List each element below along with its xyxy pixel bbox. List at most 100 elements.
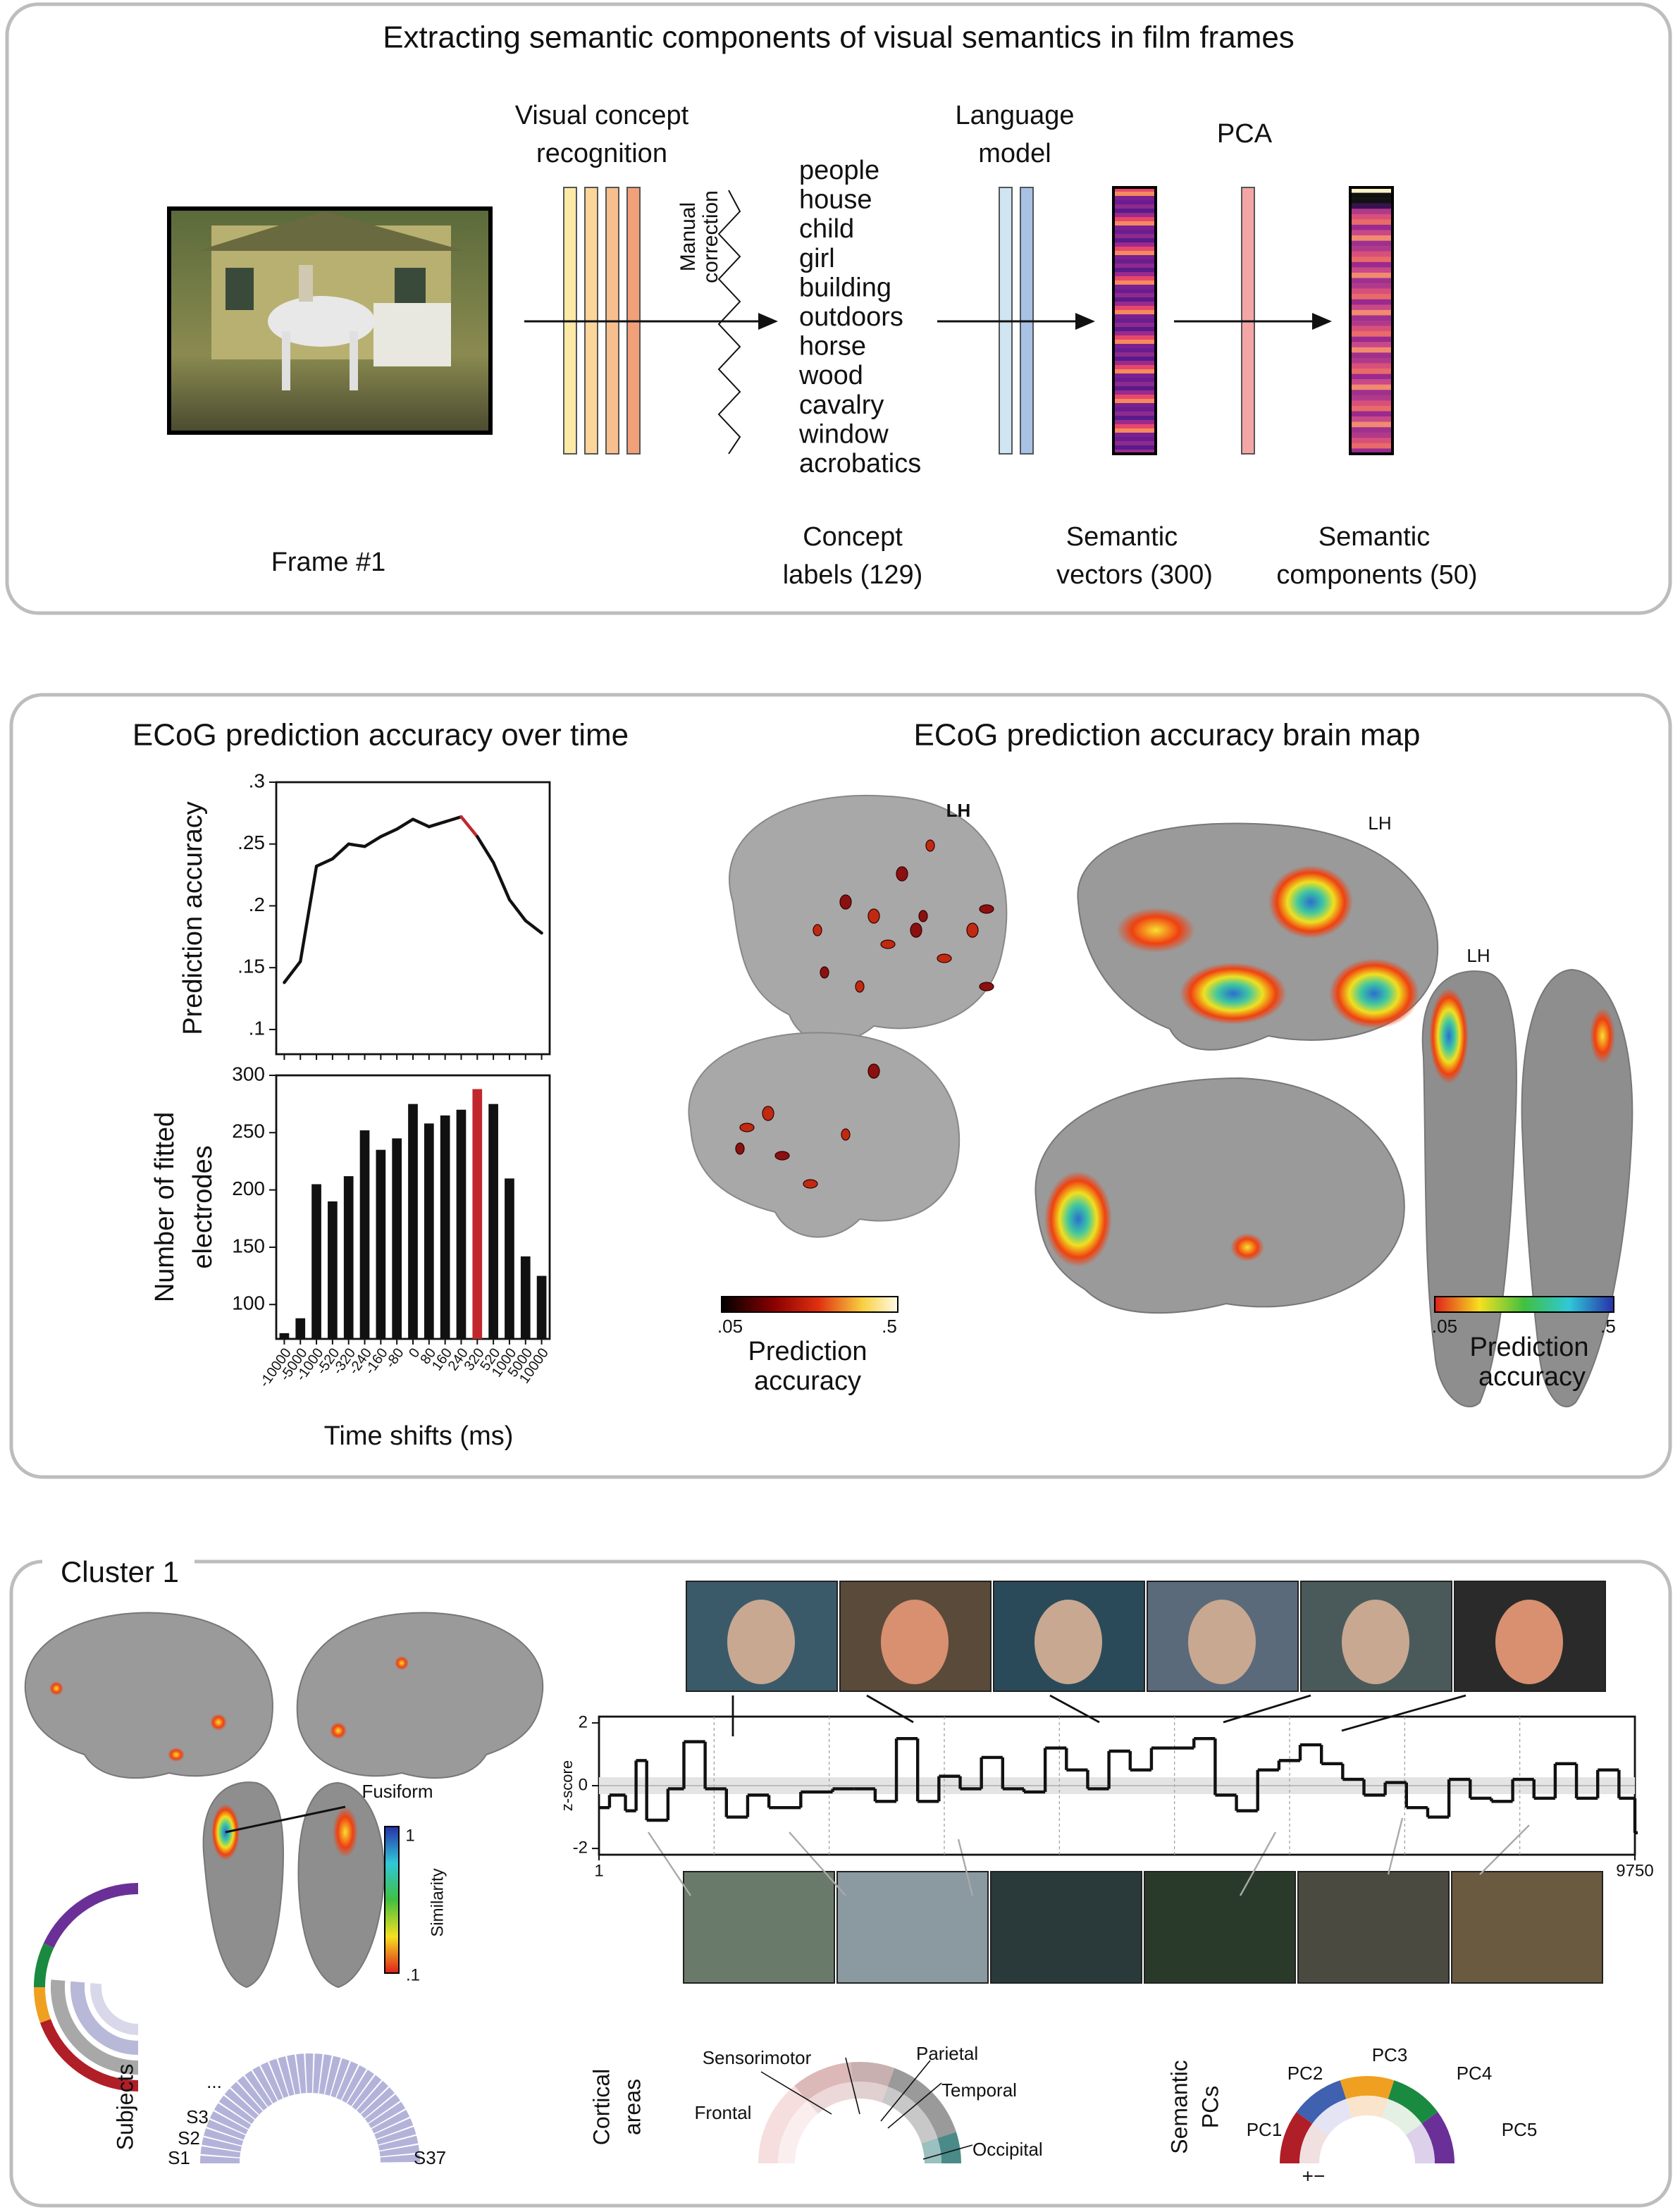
stripe bbox=[1350, 209, 1392, 215]
subject-sector bbox=[331, 2058, 350, 2098]
subject-sector bbox=[296, 2053, 307, 2094]
stripe bbox=[1113, 445, 1156, 450]
stripe bbox=[1113, 221, 1156, 226]
stripe bbox=[1113, 348, 1156, 353]
pc-sector bbox=[1299, 2123, 1328, 2163]
y-tick-label: 150 bbox=[232, 1235, 265, 1256]
legend-label: Frontal bbox=[695, 2102, 752, 2123]
bar bbox=[311, 1184, 321, 1339]
subject-sector bbox=[379, 2144, 420, 2157]
colorbar-title: Prediction bbox=[1470, 1333, 1589, 1362]
electrode bbox=[979, 904, 994, 914]
stripe bbox=[1113, 399, 1156, 404]
y-tick-label: 200 bbox=[232, 1178, 265, 1199]
stripe bbox=[1350, 400, 1392, 407]
stripe bbox=[1113, 310, 1156, 315]
label: model bbox=[978, 139, 1051, 168]
legend-title: Cortical bbox=[588, 2069, 614, 2145]
pointer-arrow bbox=[866, 1694, 914, 1724]
bar bbox=[424, 1123, 434, 1339]
thumbnail-face bbox=[1034, 1600, 1102, 1684]
stripe bbox=[1350, 342, 1392, 348]
label: Semantic bbox=[1066, 522, 1178, 552]
pc-sector bbox=[1382, 2099, 1422, 2136]
bar bbox=[376, 1149, 386, 1339]
stripe bbox=[1113, 306, 1156, 311]
thumbnail bbox=[683, 1871, 835, 1984]
stripe bbox=[1113, 437, 1156, 442]
stripe bbox=[1113, 285, 1156, 290]
bar bbox=[328, 1201, 338, 1339]
stripe bbox=[1113, 386, 1156, 391]
stripe bbox=[1113, 234, 1156, 239]
subject-sector bbox=[200, 2146, 241, 2158]
thumbnail-face bbox=[1342, 1600, 1409, 1684]
colorbar-title: accuracy bbox=[1478, 1362, 1586, 1392]
stripe bbox=[1350, 379, 1392, 385]
bar bbox=[343, 1176, 354, 1339]
ring-sector bbox=[70, 1981, 138, 2055]
line-segment bbox=[491, 860, 512, 901]
stripe bbox=[1350, 309, 1392, 316]
label: recognition bbox=[536, 139, 667, 168]
electrode bbox=[896, 866, 908, 882]
y-tick-label: 0 bbox=[579, 1775, 588, 1794]
stripe bbox=[1350, 331, 1392, 337]
thumbnail bbox=[990, 1871, 1142, 1984]
stripe bbox=[1350, 198, 1392, 204]
legend-label: ... bbox=[206, 2071, 222, 2092]
hemisphere-label: LH bbox=[1466, 945, 1490, 966]
plot-frame bbox=[275, 781, 551, 1056]
subject-sector bbox=[206, 2119, 246, 2140]
line-segment bbox=[524, 919, 543, 935]
y-tick-label: 100 bbox=[232, 1292, 265, 1314]
area-sector bbox=[777, 2101, 818, 2163]
stripe bbox=[1350, 267, 1392, 273]
stripe bbox=[1113, 289, 1156, 294]
bar bbox=[440, 1115, 450, 1339]
thumbnail-face bbox=[1495, 1600, 1563, 1684]
electrode bbox=[966, 922, 979, 938]
line-segment bbox=[507, 898, 527, 922]
subject-sector bbox=[278, 2056, 295, 2096]
line-segment bbox=[283, 960, 302, 984]
electrode bbox=[910, 922, 922, 938]
stripe bbox=[1113, 344, 1156, 349]
stripe bbox=[1113, 272, 1156, 277]
cluster-rings bbox=[34, 1883, 138, 2091]
stripe bbox=[1113, 242, 1156, 247]
label-background bbox=[42, 1553, 194, 1593]
y-tick-label: 300 bbox=[232, 1063, 265, 1085]
stripe bbox=[1113, 378, 1156, 383]
line-segment bbox=[331, 842, 350, 860]
stripe bbox=[1113, 365, 1156, 370]
stripe bbox=[1350, 299, 1392, 305]
area-sector bbox=[794, 2062, 853, 2101]
electrode bbox=[813, 924, 822, 937]
panel-title: ECoG prediction accuracy brain map bbox=[914, 718, 1421, 753]
subject-sector bbox=[305, 2053, 314, 2094]
brain-inflated bbox=[24, 1612, 544, 1989]
stripe bbox=[1350, 384, 1392, 390]
stripe bbox=[1350, 390, 1392, 396]
stripe bbox=[1113, 403, 1156, 408]
stripe bbox=[1350, 246, 1392, 252]
concept-label: girl bbox=[799, 244, 835, 273]
stripe bbox=[1113, 259, 1156, 264]
subject-sector bbox=[374, 2118, 414, 2139]
subject-sector bbox=[319, 2054, 332, 2094]
stripe-frame bbox=[1112, 186, 1157, 455]
area-sector bbox=[758, 2085, 808, 2163]
x-tick-label: 1 bbox=[594, 1861, 603, 1880]
stripe bbox=[1350, 321, 1392, 326]
stripe bbox=[1113, 323, 1156, 328]
stripe bbox=[1113, 238, 1156, 243]
stripe bbox=[1113, 187, 1156, 192]
colorbar-label: .5 bbox=[882, 1316, 897, 1337]
semantic-vector bbox=[1112, 186, 1157, 455]
concept-label: wood bbox=[798, 361, 863, 390]
subject-sector bbox=[313, 2053, 323, 2094]
stripe bbox=[1113, 213, 1156, 218]
area-sector bbox=[887, 2068, 956, 2139]
